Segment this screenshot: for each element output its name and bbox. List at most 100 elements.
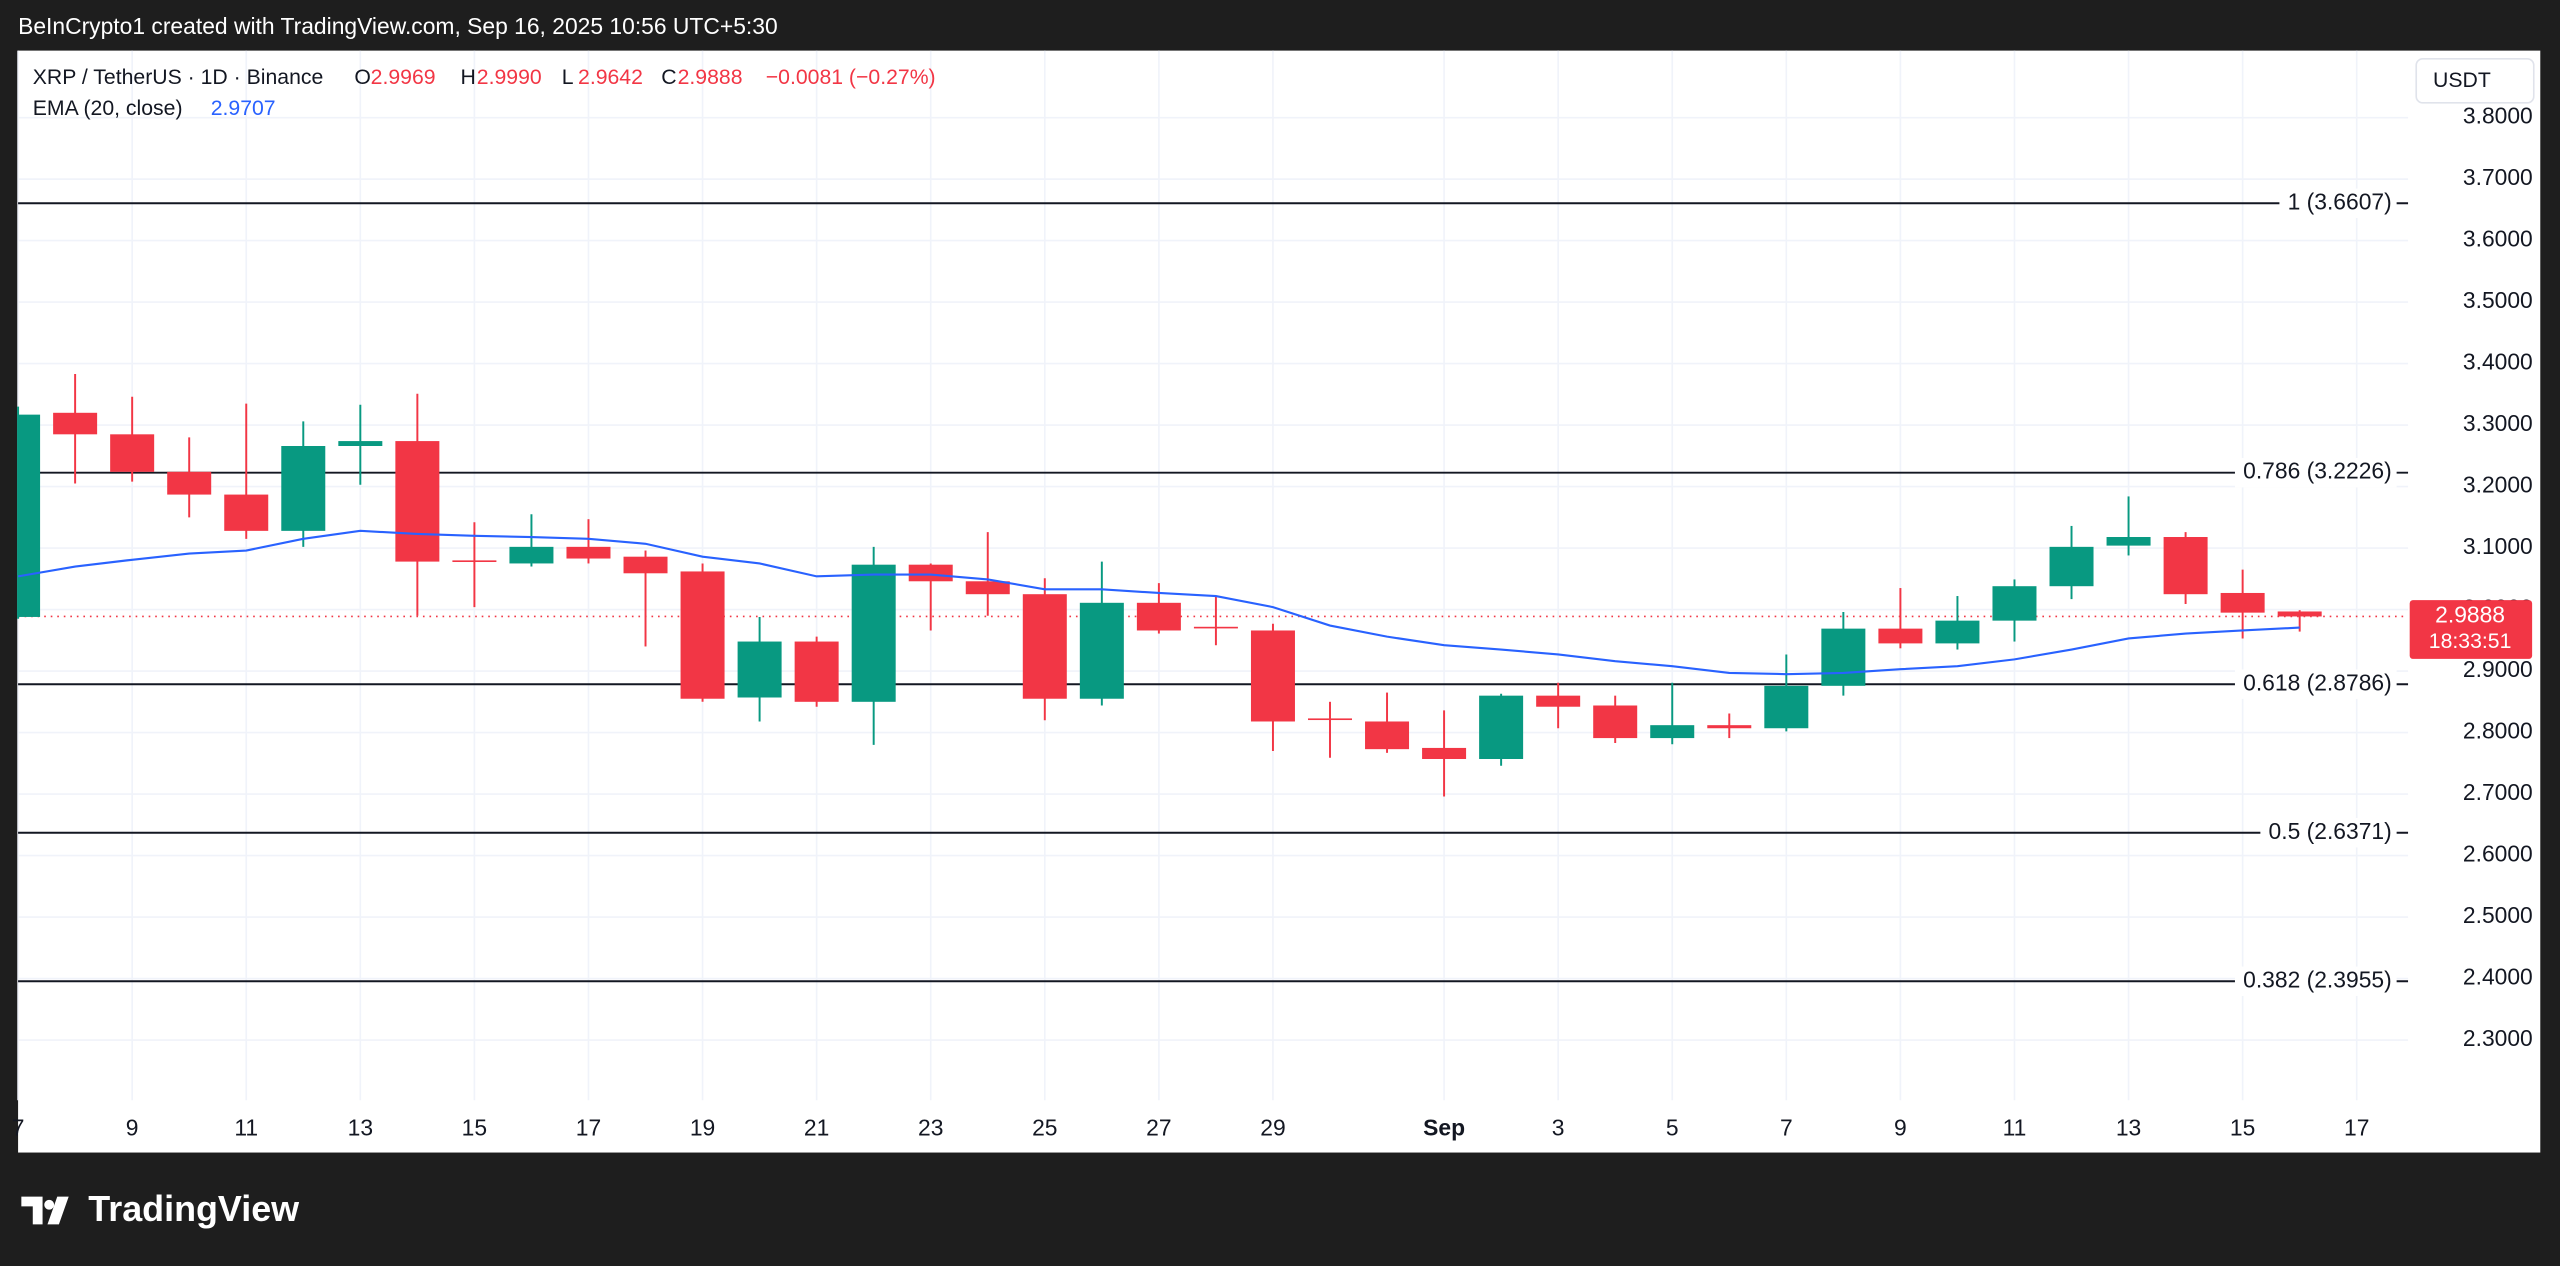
candle-body (1022, 594, 1067, 699)
candle-body (1935, 620, 1980, 644)
x-tick-label: 23 (918, 1115, 943, 1141)
candle-body (965, 581, 1010, 595)
y-tick-label: 2.6000 (2463, 841, 2533, 867)
x-tick-label: 9 (1894, 1115, 1907, 1141)
y-tick-label: 3.4000 (2463, 349, 2533, 375)
countdown: 18:33:51 (2429, 630, 2512, 653)
candle-body (623, 556, 668, 574)
ema-value: 2.9707 (211, 97, 276, 120)
symbol-title: XRP / TetherUS · 1D · Binance (33, 66, 324, 89)
ohlc-label: L (562, 66, 574, 89)
level-label: 0.618 (2.8786) (2243, 669, 2392, 695)
y-tick-label: 3.5000 (2463, 287, 2533, 313)
candle-body (1536, 695, 1581, 707)
ohlc-value: 2.9990 (477, 66, 542, 89)
candle-body (1992, 586, 2037, 621)
x-tick-label: 3 (1552, 1115, 1565, 1141)
level-label: 0.5 (2.6371) (2269, 818, 2392, 844)
x-tick-label: 27 (1146, 1115, 1171, 1141)
ohlc-value: 2.9969 (371, 66, 436, 89)
level-label-bg (2260, 818, 2397, 848)
logo: TradingView (21, 1188, 299, 1229)
ema-legend: EMA (20, close) (33, 97, 183, 120)
level-label: 1 (3.6607) (2288, 188, 2392, 214)
candle-body (1365, 721, 1410, 750)
candle-body (1707, 725, 1752, 729)
brand: TradingView (88, 1188, 299, 1229)
level-label-bg (2234, 457, 2397, 488)
y-tick-label: 2.5000 (2463, 902, 2533, 928)
x-tick-label: 13 (2116, 1115, 2141, 1141)
level-label: 0.382 (2.3955) (2243, 966, 2392, 992)
x-tick-label: 17 (576, 1115, 601, 1141)
candle-body (1079, 602, 1124, 699)
candle-body (2106, 537, 2151, 546)
level-label-bg (2279, 188, 2397, 218)
candle-body (1193, 626, 1238, 629)
ohlc-label: O (354, 66, 371, 89)
x-tick-label: Sep (1423, 1115, 1465, 1141)
candle-body (1136, 602, 1181, 631)
candle-body (794, 641, 839, 702)
x-tick-label: 29 (1260, 1115, 1285, 1141)
candle-body (1307, 718, 1353, 721)
candle-body (509, 546, 554, 564)
last-price: 2.9888 (2435, 601, 2505, 627)
ohlc-value: 2.9888 (678, 66, 743, 89)
candle-body (851, 564, 896, 702)
y-tick-label: 2.7000 (2463, 779, 2533, 805)
candle-body (2163, 537, 2208, 595)
ohlc-label: C (661, 66, 676, 89)
candle-body (2220, 592, 2265, 613)
y-tick-label: 2.8000 (2463, 718, 2533, 744)
ohlc-label: H (460, 66, 475, 89)
y-tick-label: 3.7000 (2463, 164, 2533, 190)
level-label-bg (2234, 669, 2397, 699)
x-tick-label: 17 (2344, 1115, 2369, 1141)
plot (17, 374, 2409, 797)
candle-body (1250, 630, 1295, 722)
candle-body (18, 414, 41, 617)
price-axis: 2.3000 2.4000 2.5000 2.6000 2.7000 2.8000 2.90… (12, 103, 2533, 1141)
candle-body (53, 412, 98, 435)
candle-body (1422, 747, 1467, 759)
ema-line (17, 529, 2300, 676)
x-tick-label: 11 (2003, 1115, 2027, 1141)
y-tick-label: 2.9000 (2463, 656, 2533, 682)
x-tick-label: 7 (12, 1115, 25, 1141)
logo-mark (21, 1196, 69, 1225)
candle-body (908, 564, 953, 582)
candle-body (737, 641, 782, 698)
candle-body (1479, 695, 1524, 759)
x-tick-label: 15 (462, 1115, 487, 1141)
x-tick-label: 11 (234, 1115, 258, 1141)
last-price-tag (2409, 600, 2533, 659)
y-tick-label: 2.4000 (2463, 964, 2533, 990)
candle-body (1821, 628, 1866, 686)
ohlc-value: 2.9642 (578, 66, 643, 89)
x-tick-label: 7 (1780, 1115, 1793, 1141)
x-tick-label: 5 (1666, 1115, 1679, 1141)
candle-body (110, 434, 155, 472)
change: −0.0081 (−0.27%) (766, 66, 936, 89)
x-tick-label: 21 (804, 1115, 829, 1141)
candle-body (395, 441, 440, 562)
candle-body (1593, 705, 1638, 739)
y-tick-label: 2.3000 (2463, 1025, 2533, 1051)
currency[interactable]: USDT (2433, 69, 2491, 92)
currency-button[interactable] (2415, 57, 2535, 104)
fib-levels: 1 (3.6607) 0.786 (3.2226) 0.618 (2.8786) 0.… (18, 188, 2409, 996)
candle-body (224, 494, 269, 531)
candle-body (281, 446, 326, 531)
candle-body (452, 560, 497, 563)
y-tick-label: 3.1000 (2463, 533, 2533, 559)
x-tick-label: 25 (1032, 1115, 1057, 1141)
y-tick-label: 3.3000 (2463, 410, 2533, 436)
candle-body (2277, 611, 2322, 617)
candle-body (2049, 546, 2094, 587)
candle-body (1764, 685, 1809, 729)
candle-body (1650, 725, 1695, 739)
x-tick-label: 13 (348, 1115, 373, 1141)
